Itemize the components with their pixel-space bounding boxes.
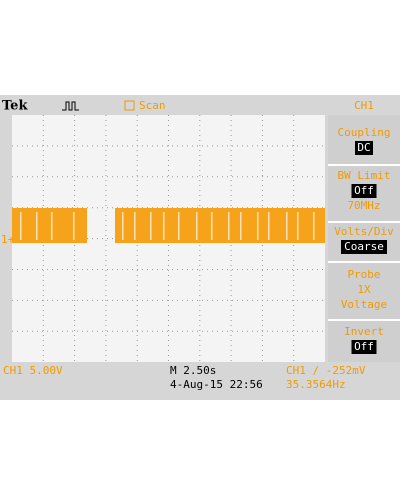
wave-gap <box>36 212 38 240</box>
wave-gap <box>257 212 259 240</box>
menu-line: Voltage <box>341 298 387 311</box>
wave-band <box>115 208 325 243</box>
menu-setting: Off <box>354 184 374 197</box>
wave-gap <box>178 212 180 240</box>
brand: Tek <box>2 99 28 114</box>
wave-gap <box>150 212 152 240</box>
waveform <box>12 208 325 243</box>
wave-gap <box>297 212 299 240</box>
wave-gap <box>313 212 315 240</box>
menu: Coupling DC BW Limit Off 70MHz Volts/Div Coars… <box>334 126 394 354</box>
scan-box <box>124 100 135 111</box>
wave-gap <box>211 212 213 240</box>
mode: Scan <box>139 99 166 112</box>
wave-gap <box>240 212 242 240</box>
wave-gap <box>228 212 230 240</box>
wave-gap <box>268 212 270 240</box>
menu-setting: Coarse <box>344 240 384 253</box>
date: 4-Aug-15 22:56 <box>170 378 263 391</box>
setting-box <box>341 240 387 254</box>
menu-title: BW Limit <box>338 169 391 182</box>
wave-band <box>12 208 87 243</box>
setting-box <box>355 141 373 155</box>
wave-gap <box>286 212 288 240</box>
wave-gap <box>20 212 22 240</box>
setting-box <box>351 340 377 354</box>
wave-gap <box>163 212 165 240</box>
frequency: 35.3564Hz <box>286 378 346 391</box>
ground-marker: 1+ <box>1 233 15 246</box>
trigger: CH1 ∕ -252mV <box>286 364 366 377</box>
timebase: M 2.50s <box>170 364 216 377</box>
menu-setting: DC <box>357 141 370 154</box>
menu-title: Invert <box>344 325 384 338</box>
menu-separators <box>328 164 400 321</box>
menu-title: Volts/Div <box>334 225 394 238</box>
menu-title: Coupling <box>338 126 391 139</box>
menu-line: 1X <box>357 283 371 296</box>
wave-gap <box>196 212 198 240</box>
wave-gap <box>134 212 136 240</box>
wave-gap <box>51 212 53 240</box>
wave-gap <box>73 212 75 240</box>
menu-note: 70MHz <box>347 199 380 212</box>
acquire-icon <box>62 101 79 111</box>
wave-gap <box>122 212 124 240</box>
ch-scale: CH1 5.00V <box>3 364 63 377</box>
setting-box <box>351 184 377 198</box>
menu-setting: Off <box>354 340 374 353</box>
channel: CH1 <box>354 99 374 112</box>
menu-title: Probe <box>347 268 380 281</box>
